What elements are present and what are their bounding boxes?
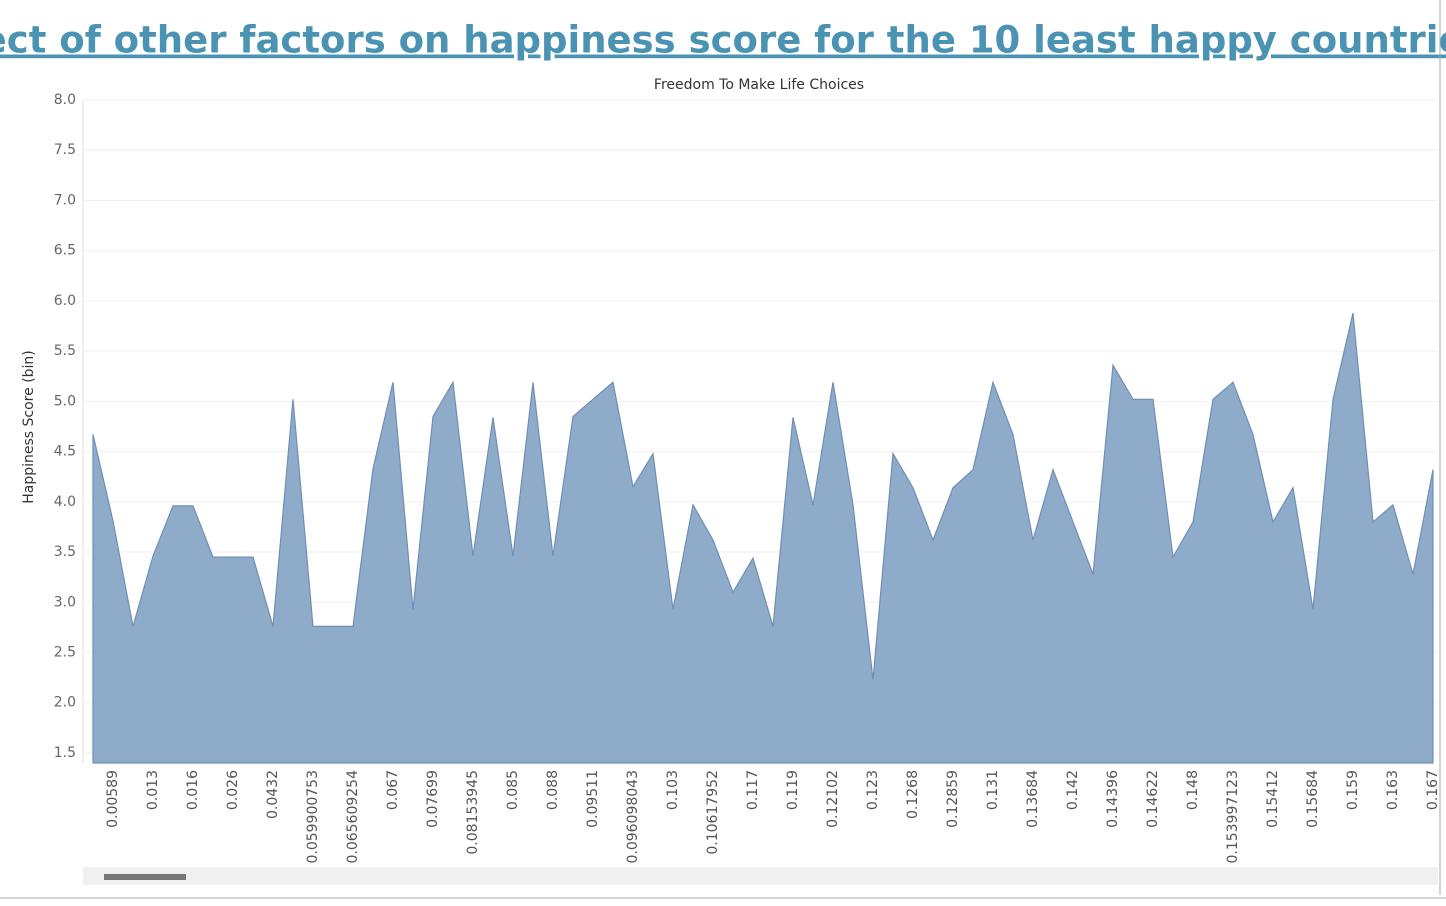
x-tick-label: 0.12102 <box>825 770 841 828</box>
x-tick-label: 0.14622 <box>1145 770 1161 828</box>
y-tick-label: 1.5 <box>54 745 76 761</box>
x-tick-label: 0.067 <box>385 770 401 810</box>
x-tick-label: 0.0432 <box>265 770 281 819</box>
x-tick-label: 0.096098043 <box>625 770 641 864</box>
y-tick-label: 2.0 <box>54 695 76 711</box>
x-tick-label: 0.10617952 <box>705 770 721 855</box>
y-tick-label: 4.0 <box>54 494 76 510</box>
x-tick-label: 0.148 <box>1185 770 1201 810</box>
x-tick-label: 0.059900753 <box>305 770 321 864</box>
y-axis-label: Happiness Score (bin) <box>21 350 37 504</box>
x-tick-label: 0.131 <box>985 770 1001 810</box>
y-tick-label: 3.0 <box>54 594 76 610</box>
x-tick-label: 0.15684 <box>1305 770 1321 828</box>
scrollbar-thumb[interactable] <box>104 874 186 880</box>
x-tick-label: 0.065609254 <box>345 770 361 864</box>
x-tick-label: 0.142 <box>1065 770 1081 810</box>
x-tick-label: 0.103 <box>665 770 681 810</box>
x-tick-label: 0.167 <box>1425 770 1441 810</box>
x-tick-label: 0.08153945 <box>465 770 481 855</box>
y-tick-label: 5.0 <box>54 393 76 409</box>
x-tick-label: 0.00589 <box>105 770 121 828</box>
y-tick-label: 7.5 <box>54 142 76 158</box>
x-tick-label: 0.016 <box>185 770 201 810</box>
x-tick-label: 0.1268 <box>905 770 921 819</box>
x-tick-label: 0.085 <box>505 770 521 810</box>
x-tick-label: 0.07699 <box>425 770 441 828</box>
x-tick-label: 0.13684 <box>1025 770 1041 828</box>
y-tick-label: 2.5 <box>54 645 76 661</box>
x-tick-label: 0.088 <box>545 770 561 810</box>
y-tick-label: 4.5 <box>54 444 76 460</box>
x-tick-label: 0.159 <box>1345 770 1361 810</box>
x-tick-label: 0.09511 <box>585 770 601 828</box>
x-tick-label: 0.153997123 <box>1225 770 1241 864</box>
y-tick-label: 5.5 <box>54 343 76 359</box>
y-tick-label: 6.5 <box>54 243 76 259</box>
x-tick-label: 0.117 <box>745 770 761 810</box>
x-tick-label: 0.026 <box>225 770 241 810</box>
y-tick-label: 6.0 <box>54 293 76 309</box>
x-tick-label: 0.119 <box>785 770 801 810</box>
x-tick-label: 0.013 <box>145 770 161 810</box>
area <box>92 312 1434 764</box>
page-title: Effect of other factors on happiness sco… <box>0 19 1446 62</box>
scrollbar[interactable] <box>83 867 1438 885</box>
x-tick-label: 0.123 <box>865 770 881 810</box>
y-tick-label: 8.0 <box>54 92 76 108</box>
y-tick-label: 7.0 <box>54 192 76 208</box>
chart-title: Freedom To Make Life Choices <box>654 77 864 93</box>
x-tick-label: 0.163 <box>1385 770 1401 810</box>
x-tick-label: 0.12859 <box>945 770 961 828</box>
x-tick-label: 0.14396 <box>1105 770 1121 828</box>
x-tick-label: 0.15412 <box>1265 770 1281 828</box>
y-tick-label: 3.5 <box>54 544 76 560</box>
